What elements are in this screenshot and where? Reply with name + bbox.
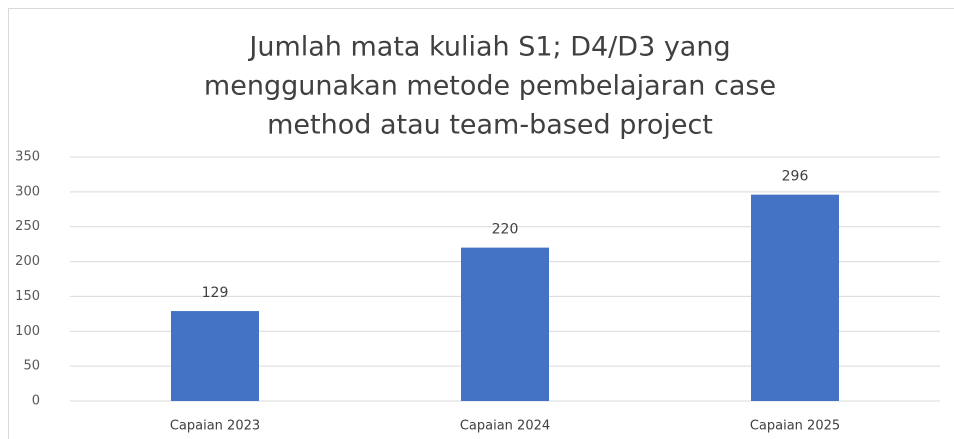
bar	[751, 194, 839, 401]
y-tick-label: 150	[15, 289, 40, 304]
y-tick-label: 100	[15, 324, 40, 339]
data-label: 129	[202, 285, 229, 301]
data-label: 296	[782, 169, 809, 185]
chart-title: menggunakan metode pembelajaran case	[204, 71, 776, 102]
y-tick-label: 250	[15, 219, 40, 234]
bar	[461, 247, 549, 401]
y-tick-label: 350	[15, 150, 40, 165]
y-tick-label: 200	[15, 254, 40, 269]
chart-title: Jumlah mata kuliah S1; D4/D3 yang	[247, 32, 730, 63]
y-tick-label: 0	[32, 394, 40, 409]
chart-title: method atau team-based project	[267, 110, 713, 141]
bar	[171, 311, 259, 401]
x-tick-label: Capaian 2023	[170, 419, 260, 434]
y-tick-label: 300	[15, 184, 40, 199]
data-label: 220	[492, 222, 519, 238]
x-tick-label: Capaian 2024	[460, 419, 550, 434]
x-tick-label: Capaian 2025	[750, 419, 840, 434]
y-tick-label: 50	[23, 359, 40, 374]
